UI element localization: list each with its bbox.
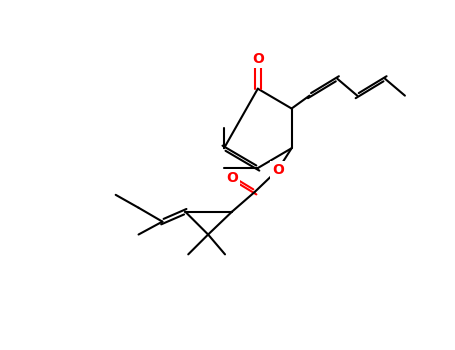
- Text: O: O: [252, 52, 264, 66]
- Text: O: O: [226, 171, 238, 185]
- Text: O: O: [272, 163, 283, 177]
